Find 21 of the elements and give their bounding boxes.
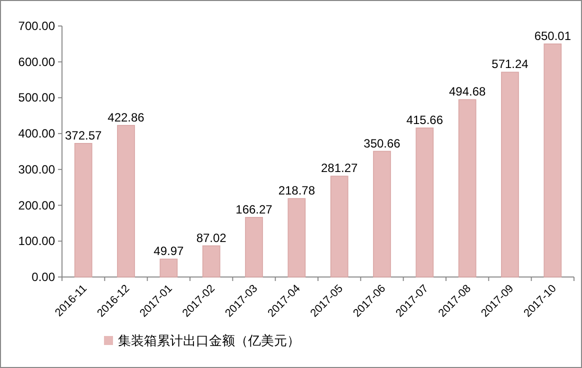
data-label: 218.78 <box>278 184 316 198</box>
y-tick-label: 400.00 <box>18 126 56 141</box>
y-tick-label: 600.00 <box>18 54 56 69</box>
legend: 集装箱累计出口金额（亿美元） <box>104 333 300 348</box>
data-label: 571.24 <box>492 57 529 72</box>
data-label: 87.02 <box>196 230 227 245</box>
y-tick-label: 300.00 <box>18 162 56 176</box>
y-tick-label: 100.00 <box>18 234 56 248</box>
data-label: 422.86 <box>108 110 145 124</box>
data-label: 415.66 <box>406 112 444 127</box>
y-tick-label: 200.00 <box>18 198 56 212</box>
y-tick-label: 500.00 <box>18 90 56 105</box>
data-label: 166.27 <box>236 202 273 216</box>
data-label: 350.66 <box>364 136 401 150</box>
data-label: 494.68 <box>448 84 486 99</box>
data-label: 49.97 <box>154 244 184 258</box>
y-tick-label: 0.00 <box>32 270 56 284</box>
data-label: 281.27 <box>320 161 358 176</box>
data-label: 372.57 <box>64 128 102 142</box>
y-tick-label: 700.00 <box>18 19 56 33</box>
data-label: 650.01 <box>534 28 572 43</box>
